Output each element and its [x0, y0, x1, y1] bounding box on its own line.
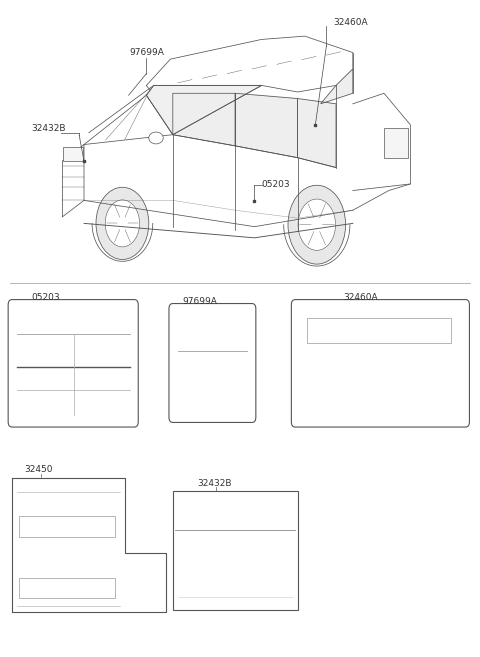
FancyBboxPatch shape [173, 491, 298, 610]
Bar [63, 147, 83, 161]
Circle shape [96, 187, 149, 260]
Circle shape [105, 200, 140, 247]
Polygon shape [84, 85, 154, 145]
Text: 32432B: 32432B [31, 124, 66, 133]
Polygon shape [235, 93, 298, 158]
Text: 32450: 32450 [24, 465, 52, 474]
Polygon shape [298, 99, 336, 168]
Text: 05203: 05203 [262, 180, 290, 189]
FancyBboxPatch shape [8, 300, 138, 427]
Bar [19, 516, 115, 537]
Polygon shape [12, 478, 166, 612]
Bar [307, 318, 451, 343]
Text: 32460A: 32460A [334, 18, 368, 27]
Text: 05203: 05203 [31, 292, 60, 302]
Polygon shape [146, 85, 262, 135]
Bar [384, 128, 408, 158]
Polygon shape [321, 69, 353, 104]
Text: 32460A: 32460A [343, 292, 378, 302]
Circle shape [298, 199, 336, 250]
Ellipse shape [149, 132, 163, 144]
Circle shape [288, 185, 346, 264]
Polygon shape [62, 145, 84, 217]
Polygon shape [62, 95, 418, 244]
Text: 97699A: 97699A [130, 48, 165, 57]
Bar [19, 578, 115, 598]
Polygon shape [353, 93, 410, 210]
FancyBboxPatch shape [291, 300, 469, 427]
Text: 97699A: 97699A [182, 296, 217, 306]
Text: 32432B: 32432B [197, 479, 231, 488]
Polygon shape [173, 93, 235, 146]
FancyBboxPatch shape [169, 304, 256, 422]
Polygon shape [146, 36, 353, 95]
